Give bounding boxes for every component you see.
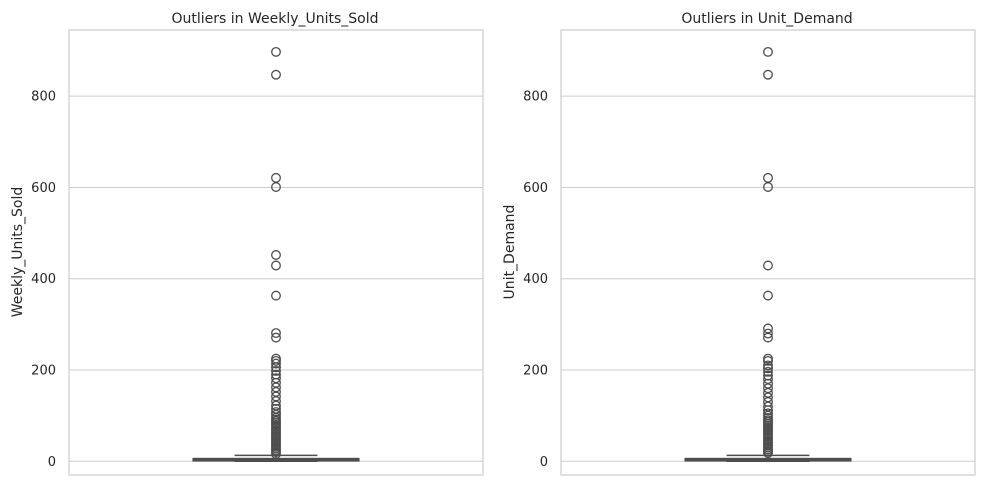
outlier-point (763, 363, 773, 374)
outlier-point (763, 360, 773, 371)
outlier-point (271, 172, 281, 183)
y-tick-label: 400 (523, 272, 548, 287)
y-tick-label: 600 (523, 181, 548, 196)
outlier-point (763, 323, 773, 334)
outlier-point (763, 366, 773, 377)
outlier-point (271, 332, 281, 343)
y-tick-label: 800 (31, 90, 56, 105)
y-tick-label: 800 (523, 90, 548, 105)
y-axis-label: Weekly_Units_Sold (10, 187, 26, 318)
outlier-point (271, 358, 281, 369)
outlier-point (763, 290, 773, 301)
outlier-point (271, 449, 281, 459)
outlier-point (763, 405, 773, 416)
y-tick-label: 0 (540, 455, 548, 470)
y-tick-label: 600 (31, 181, 56, 196)
panel-unit-demand: Outliers in Unit_Demand Unit_Demand 0 200… (502, 11, 976, 476)
outlier-point (271, 290, 281, 301)
outlier-point (271, 46, 281, 57)
y-tick-label: 200 (31, 364, 56, 379)
y-axis-label: Unit_Demand (502, 205, 518, 300)
plot-frame (68, 29, 484, 476)
outlier-point (763, 448, 773, 459)
outlier-point (763, 69, 773, 80)
chart-title: Outliers in Unit_Demand (681, 11, 852, 27)
outlier-point (271, 250, 281, 260)
outlier-point (271, 182, 281, 192)
y-tick-label: 0 (48, 455, 56, 470)
outlier-point (271, 365, 281, 376)
plot-frame (560, 29, 976, 476)
outlier-point (271, 362, 281, 373)
outlier-point (763, 46, 773, 57)
chart-title: Outliers in Weekly_Units_Sold (171, 11, 378, 27)
outlier-point (271, 396, 281, 407)
panel-weekly-units-sold: Outliers in Weekly_Units_Sold Weekly_Uni… (10, 11, 484, 476)
outlier-point (763, 260, 773, 271)
y-tick-label: 400 (31, 272, 56, 287)
outlier-point (763, 172, 773, 183)
outlier-point (271, 328, 281, 339)
outlier-point (763, 182, 773, 192)
outlier-point (271, 355, 281, 366)
outlier-point (271, 69, 281, 80)
outlier-point (763, 332, 773, 343)
y-tick-label: 200 (523, 364, 548, 379)
outlier-point (763, 328, 773, 339)
outlier-point (271, 260, 281, 271)
outlier-point (763, 355, 773, 366)
